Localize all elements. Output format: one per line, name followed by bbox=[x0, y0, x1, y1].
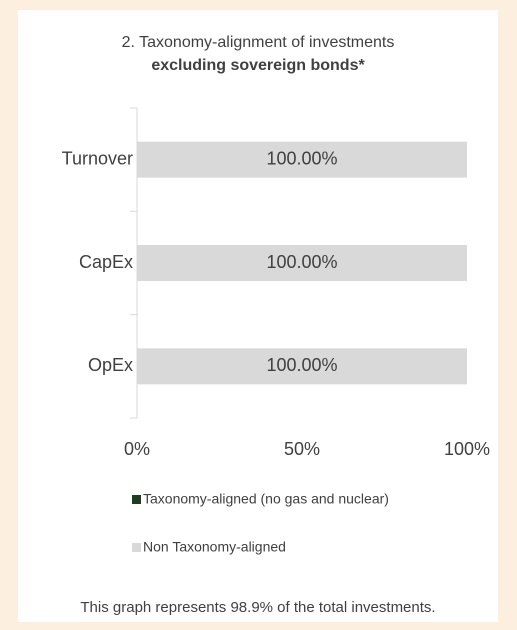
x-tick-label: 50% bbox=[284, 439, 320, 459]
footnote: This graph represents 98.9% of the total… bbox=[80, 599, 435, 616]
bar-segment bbox=[137, 141, 467, 178]
category-label: Turnover bbox=[62, 148, 133, 168]
bar-segment bbox=[137, 245, 467, 281]
value-label: 100.00% bbox=[266, 148, 337, 168]
legend-label: Non Taxonomy-aligned bbox=[143, 539, 286, 555]
chart-title: 2. Taxonomy-alignment of investments bbox=[122, 34, 395, 51]
value-label: 100.00% bbox=[266, 252, 337, 272]
chart-subtitle: excluding sovereign bonds* bbox=[151, 57, 365, 74]
legend-swatch bbox=[132, 543, 141, 552]
category-label: OpEx bbox=[88, 355, 133, 375]
value-label: 100.00% bbox=[266, 355, 337, 375]
category-label: CapEx bbox=[79, 252, 133, 272]
panel bbox=[18, 10, 498, 622]
x-tick-label: 100% bbox=[444, 439, 490, 459]
legend-label: Taxonomy-aligned (no gas and nuclear) bbox=[143, 491, 389, 507]
x-tick-label: 0% bbox=[124, 439, 150, 459]
bar-segment bbox=[137, 348, 467, 385]
legend-swatch bbox=[132, 495, 141, 504]
